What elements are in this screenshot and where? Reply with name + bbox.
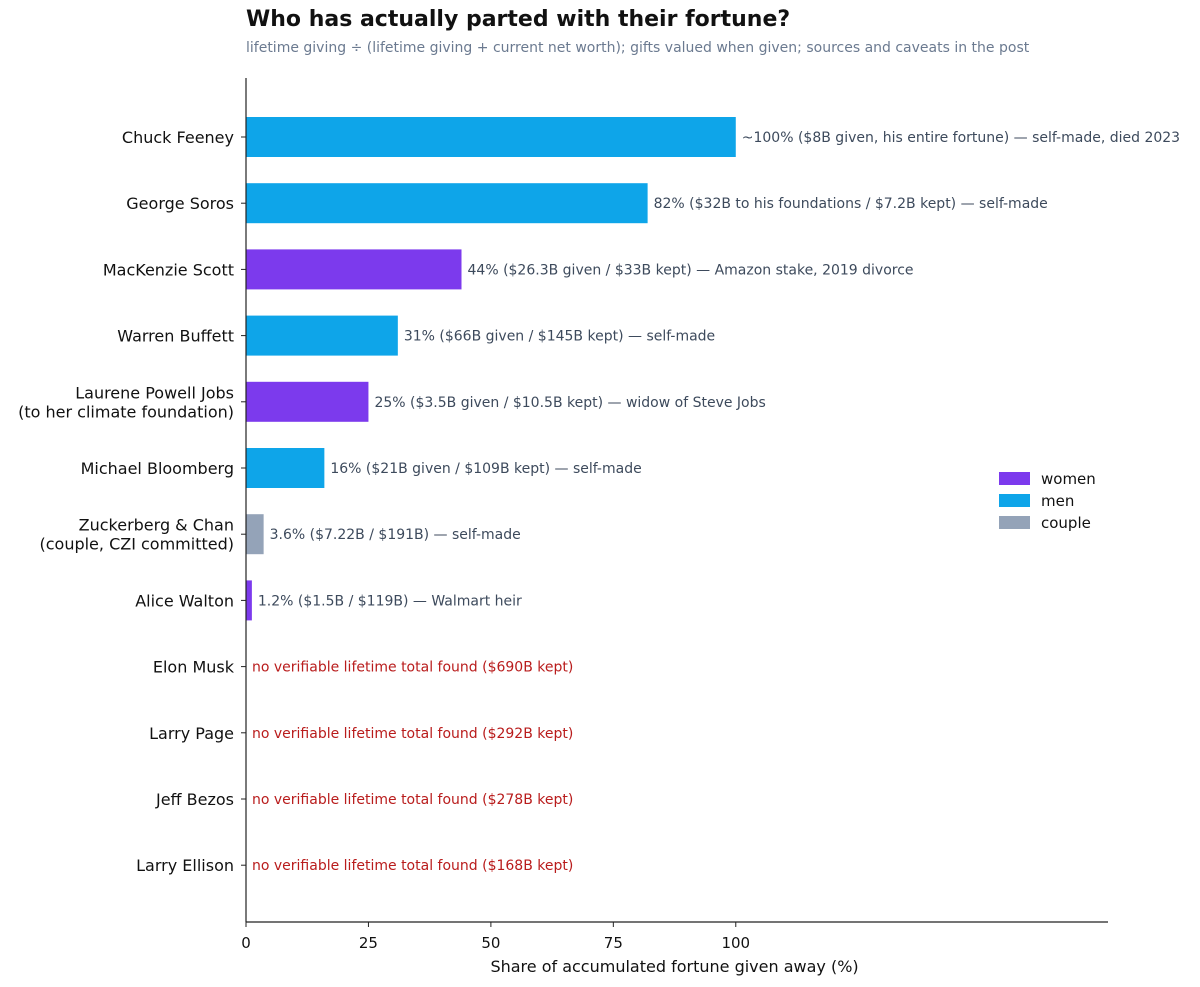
bar bbox=[246, 315, 398, 356]
bar bbox=[246, 580, 252, 621]
x-tick-label: 0 bbox=[241, 934, 251, 952]
x-tick-label: 25 bbox=[359, 934, 378, 952]
x-tick-label: 100 bbox=[721, 934, 750, 952]
category-label: Alice Walton bbox=[135, 591, 234, 610]
legend-label: women bbox=[1041, 470, 1096, 488]
axes: 0 25 50 75 100 Share of accumulated fortune g… bbox=[241, 78, 1108, 976]
category-label: MacKenzie Scott bbox=[103, 260, 234, 279]
category-label: (to her climate foundation) bbox=[18, 402, 234, 421]
data-label: no verifiable lifetime total found ($168… bbox=[252, 858, 573, 874]
bar bbox=[246, 117, 736, 157]
category-label: Chuck Feeney bbox=[122, 128, 234, 147]
legend-swatch bbox=[999, 494, 1030, 507]
legend-label: men bbox=[1041, 492, 1074, 510]
data-label: 31% ($66B given / $145B kept) — self-mad… bbox=[404, 329, 715, 345]
category-label: Laurene Powell Jobs bbox=[75, 383, 234, 402]
bar bbox=[246, 183, 648, 224]
legend-swatch bbox=[999, 516, 1030, 529]
category-label: (couple, CZI committed) bbox=[39, 535, 234, 554]
data-label: no verifiable lifetime total found ($292… bbox=[252, 726, 573, 742]
bars bbox=[246, 117, 736, 621]
legend: women men couple bbox=[999, 470, 1096, 532]
data-label: 82% ($32B to his foundations / $7.2B kep… bbox=[654, 196, 1048, 212]
chart-subtitle: lifetime giving ÷ (lifetime giving + cur… bbox=[246, 40, 1030, 56]
data-label: 25% ($3.5B given / $10.5B kept) — widow … bbox=[374, 395, 765, 411]
data-label: 44% ($26.3B given / $33B kept) — Amazon … bbox=[468, 262, 914, 278]
data-label: 16% ($21B given / $109B kept) — self-mad… bbox=[330, 461, 641, 477]
category-label: Larry Ellison bbox=[136, 856, 234, 875]
category-label: Warren Buffett bbox=[117, 327, 234, 346]
x-tick-label: 75 bbox=[604, 934, 623, 952]
category-label: George Soros bbox=[126, 194, 234, 213]
data-label: ~100% ($8B given, his entire fortune) — … bbox=[742, 130, 1180, 146]
bar bbox=[246, 249, 462, 290]
chart-title: Who has actually parted with their fortu… bbox=[246, 7, 791, 32]
bar bbox=[246, 514, 264, 555]
category-label: Zuckerberg & Chan bbox=[79, 516, 234, 535]
category-label: Larry Page bbox=[149, 724, 234, 743]
legend-swatch bbox=[999, 472, 1030, 485]
data-label: no verifiable lifetime total found ($278… bbox=[252, 792, 573, 808]
x-axis-label: Share of accumulated fortune given away … bbox=[490, 957, 858, 976]
data-label: 3.6% ($7.22B / $191B) — self-made bbox=[270, 527, 521, 543]
value-labels: ~100% ($8B given, his entire fortune) — … bbox=[252, 130, 1180, 874]
data-label: 1.2% ($1.5B / $119B) — Walmart heir bbox=[258, 593, 522, 609]
category-label: Michael Bloomberg bbox=[81, 459, 234, 478]
legend-label: couple bbox=[1041, 514, 1091, 532]
category-label: Jeff Bezos bbox=[155, 790, 234, 809]
bar bbox=[246, 448, 325, 488]
x-tick-label: 50 bbox=[481, 934, 500, 952]
y-axis-labels: Chuck Feeney George Soros MacKenzie Scott W… bbox=[18, 128, 235, 875]
bar bbox=[246, 381, 369, 422]
category-label: Elon Musk bbox=[153, 658, 235, 677]
data-label: no verifiable lifetime total found ($690… bbox=[252, 660, 573, 676]
